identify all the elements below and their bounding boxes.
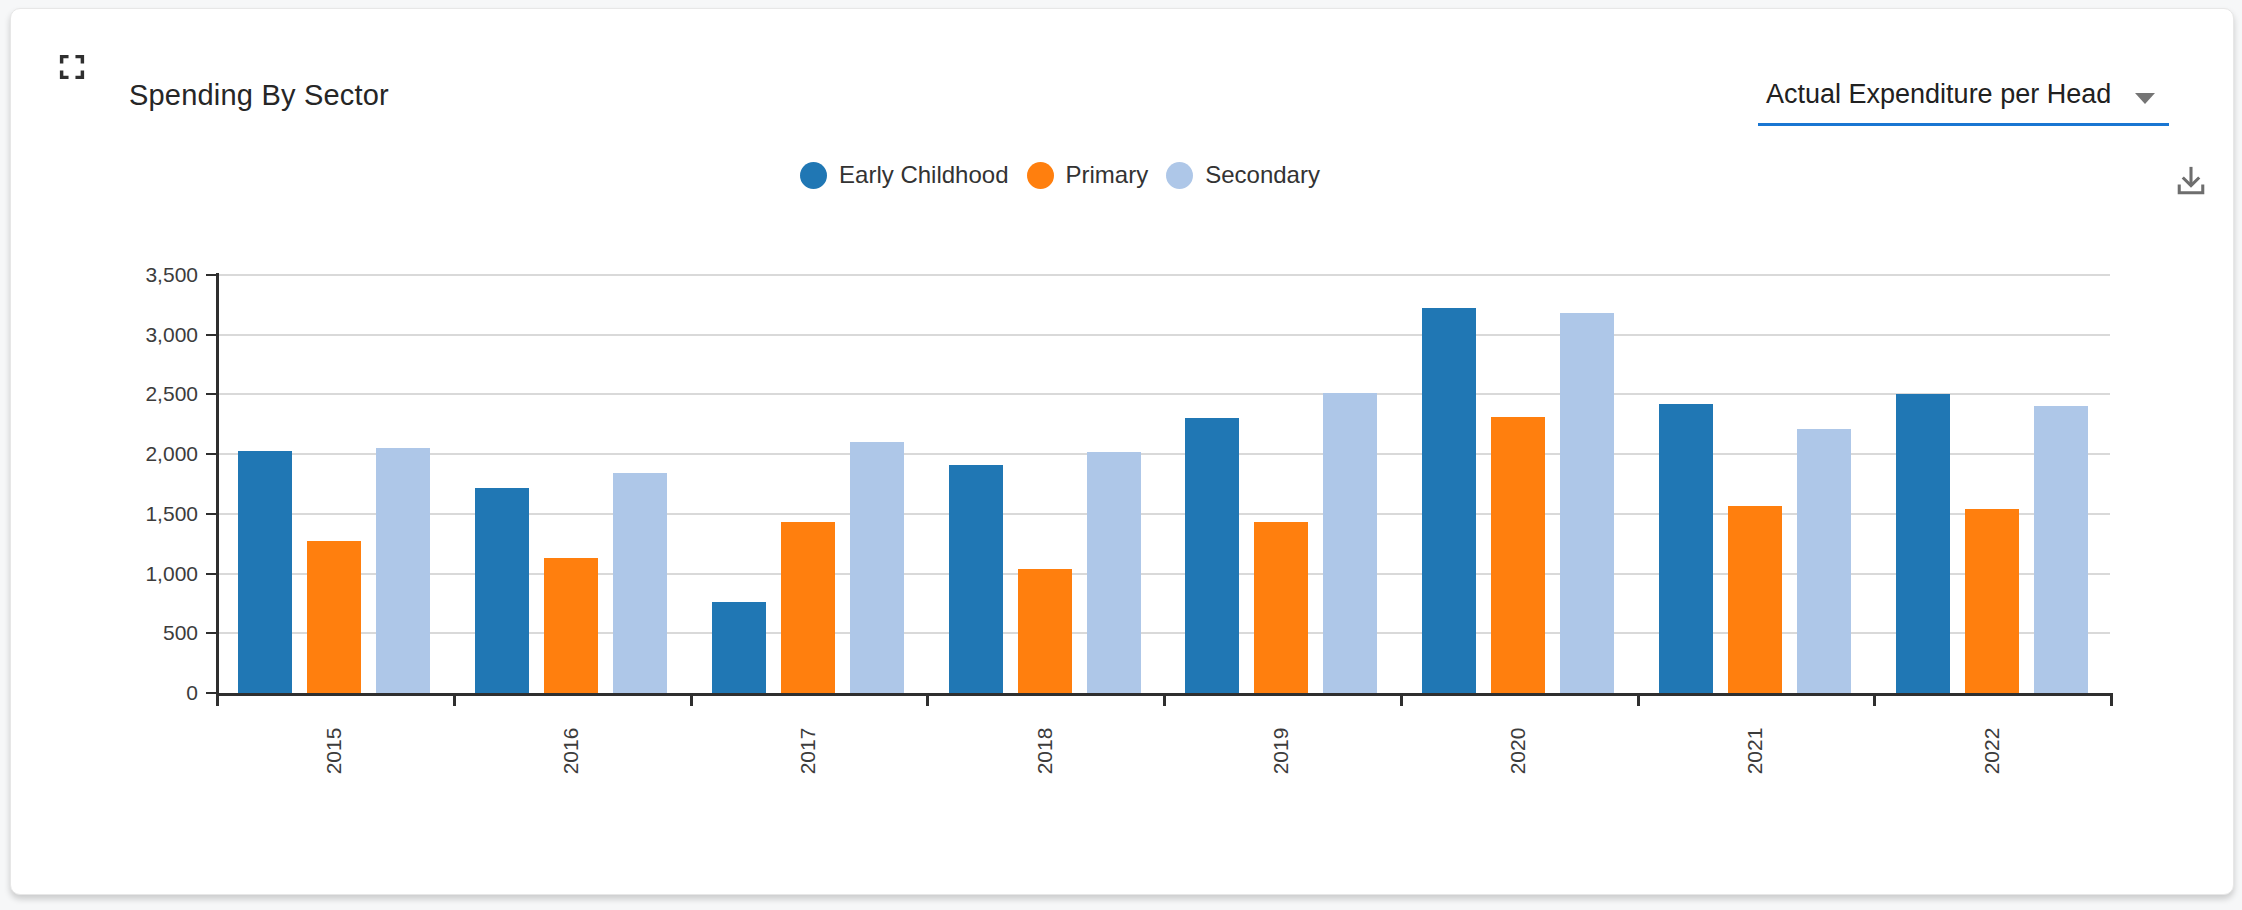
- bar-secondary-2018[interactable]: [1087, 452, 1141, 693]
- y-tick: [206, 453, 216, 455]
- bar-early-childhood-2017[interactable]: [712, 602, 766, 693]
- x-axis-label-2022: 2022: [1980, 706, 2004, 796]
- bar-group-2021: [1637, 275, 1874, 693]
- y-axis-label: 2,500: [108, 382, 198, 406]
- y-tick: [206, 334, 216, 336]
- bar-early-childhood-2021[interactable]: [1659, 404, 1713, 693]
- y-tick: [206, 513, 216, 515]
- y-axis-label: 3,000: [108, 323, 198, 347]
- bar-secondary-2016[interactable]: [613, 473, 667, 693]
- x-tick: [1873, 696, 1876, 706]
- bar-primary-2016[interactable]: [544, 558, 598, 693]
- bar-early-childhood-2016[interactable]: [475, 488, 529, 693]
- bar-secondary-2020[interactable]: [1560, 313, 1614, 693]
- x-tick: [1637, 696, 1640, 706]
- bar-secondary-2019[interactable]: [1323, 393, 1377, 693]
- bar-primary-2019[interactable]: [1254, 522, 1308, 693]
- x-tick: [690, 696, 693, 706]
- y-axis-label: 500: [108, 621, 198, 645]
- x-axis-label-2015: 2015: [322, 706, 346, 796]
- y-axis-label: 1,000: [108, 562, 198, 586]
- x-tick: [1400, 696, 1403, 706]
- bar-chart: 0 500 1,000 1,500 2,000 2,500 3,000 3,500 2015 20…: [11, 9, 2233, 894]
- x-tick: [1163, 696, 1166, 706]
- x-tick: [926, 696, 929, 706]
- x-axis-label-2020: 2020: [1506, 706, 1530, 796]
- y-axis-label: 0: [108, 681, 198, 705]
- bar-secondary-2021[interactable]: [1797, 429, 1851, 693]
- bar-secondary-2022[interactable]: [2034, 406, 2088, 693]
- bar-early-childhood-2015[interactable]: [238, 451, 292, 693]
- x-tick: [216, 696, 219, 706]
- bar-early-childhood-2018[interactable]: [949, 465, 1003, 693]
- y-tick: [206, 274, 216, 276]
- y-axis-label: 3,500: [108, 263, 198, 287]
- x-axis-label-2019: 2019: [1269, 706, 1293, 796]
- x-axis-label-2017: 2017: [796, 706, 820, 796]
- x-tick: [2110, 696, 2113, 706]
- bar-group-2022: [1873, 275, 2110, 693]
- x-axis-label-2021: 2021: [1743, 706, 1767, 796]
- bar-early-childhood-2020[interactable]: [1422, 308, 1476, 693]
- bar-group-2018: [926, 275, 1163, 693]
- bar-group-2017: [690, 275, 927, 693]
- bar-early-childhood-2022[interactable]: [1896, 394, 1950, 693]
- x-axis-label-2018: 2018: [1033, 706, 1057, 796]
- chart-card: Spending By Sector Actual Expenditure pe…: [10, 8, 2234, 895]
- bar-primary-2015[interactable]: [307, 541, 361, 693]
- bar-primary-2021[interactable]: [1728, 506, 1782, 694]
- x-tick: [453, 696, 456, 706]
- y-tick: [206, 393, 216, 395]
- bar-secondary-2015[interactable]: [376, 448, 430, 693]
- x-axis-label-2016: 2016: [559, 706, 583, 796]
- bar-group-2019: [1163, 275, 1400, 693]
- bar-primary-2020[interactable]: [1491, 417, 1545, 693]
- y-tick: [206, 632, 216, 634]
- bar-group-2016: [453, 275, 690, 693]
- bar-primary-2022[interactable]: [1965, 509, 2019, 693]
- y-axis-label: 2,000: [108, 442, 198, 466]
- bar-group-2015: [216, 275, 453, 693]
- bar-group-2020: [1400, 275, 1637, 693]
- bar-secondary-2017[interactable]: [850, 442, 904, 693]
- y-tick: [206, 573, 216, 575]
- bar-early-childhood-2019[interactable]: [1185, 418, 1239, 693]
- bar-primary-2017[interactable]: [781, 522, 835, 693]
- y-tick: [206, 692, 216, 694]
- bar-primary-2018[interactable]: [1018, 569, 1072, 693]
- y-axis-label: 1,500: [108, 502, 198, 526]
